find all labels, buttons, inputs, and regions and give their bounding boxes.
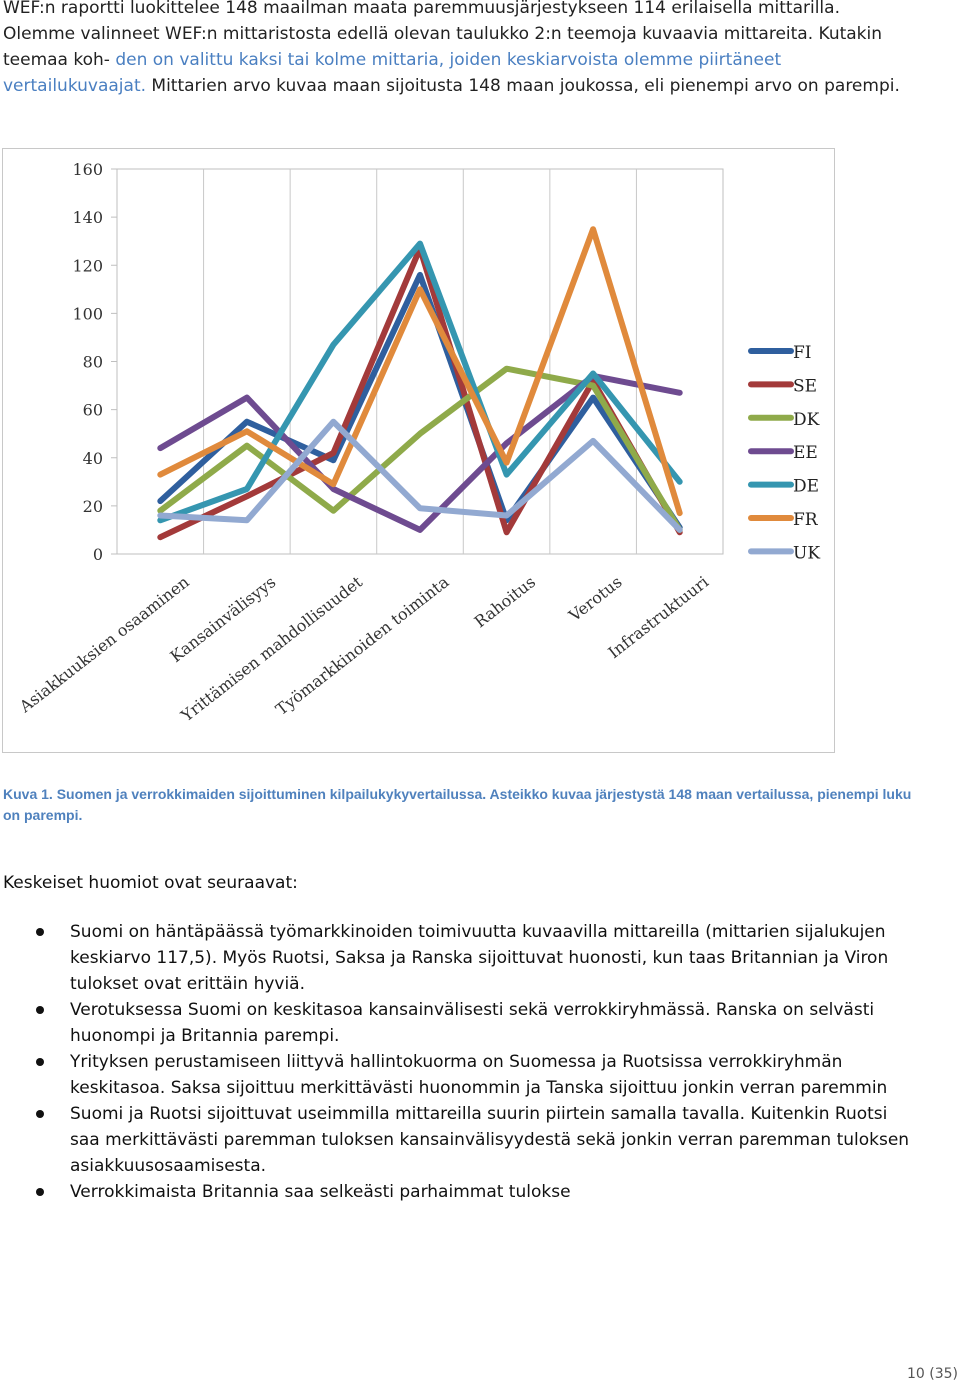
y-tick-label: 60	[83, 401, 103, 420]
list-item: Suomi on häntäpäässä työmarkkinoiden toi…	[0, 919, 915, 997]
x-tick-label: Yrittämisen mahdollisuudet	[177, 572, 367, 726]
x-tick-label: Rahoitus	[471, 572, 539, 631]
y-tick-label: 160	[72, 160, 103, 179]
bullet-icon	[36, 928, 44, 936]
list-item: Yrityksen perustamiseen liittyvä hallint…	[0, 1049, 915, 1101]
bullet-text: Verotuksessa Suomi on keskitasoa kansain…	[70, 1000, 875, 1046]
bullet-icon	[36, 1006, 44, 1014]
list-item: Verrokkimaista Britannia saa selkeästi p…	[0, 1179, 915, 1205]
intro-part-2: den on valittu kaksi tai kolme mittaria,…	[3, 50, 782, 96]
legend-label-uk: UK	[793, 543, 820, 563]
legend-label-ee: EE	[793, 443, 818, 463]
series-line-fr	[157, 226, 683, 517]
figure-caption: Kuva 1. Suomen ja verrokkimaiden sijoitt…	[3, 786, 912, 823]
list-item: Suomi ja Ruotsi sijoittuvat useimmilla m…	[0, 1101, 915, 1179]
y-tick-label: 140	[72, 208, 103, 227]
bullet-icon	[36, 1188, 44, 1196]
chart-frame: 0 20 40 60 80 100 120 140 160 Asiakkuuksien osaam…	[2, 148, 835, 753]
findings-list: Suomi on häntäpäässä työmarkkinoiden toi…	[0, 919, 915, 1205]
bullet-text: Verrokkimaista Britannia saa selkeästi p…	[70, 1182, 571, 1202]
findings-lead: Keskeiset huomiot ovat seuraavat:	[3, 873, 298, 893]
y-tick-label: 120	[72, 256, 103, 275]
legend-label-fr: FR	[793, 510, 819, 530]
series-line-de	[157, 240, 683, 524]
intro-part-3: Mittarien arvo kuvaa maan sijoitusta 148…	[146, 76, 900, 96]
page-number: 10 (35)	[906, 1366, 958, 1382]
bullet-text: Suomi on häntäpäässä työmarkkinoiden toi…	[70, 922, 889, 994]
bullet-icon	[36, 1110, 44, 1118]
y-tick-label: 100	[72, 304, 103, 323]
bullet-text: Yrityksen perustamiseen liittyvä hallint…	[70, 1052, 888, 1098]
intro-part-1: WEF:n raportti luokittelee 148 maailman …	[3, 0, 883, 70]
intro-paragraph: WEF:n raportti luokittelee 148 maailman …	[3, 0, 915, 99]
series-line-fi	[157, 271, 683, 531]
series-line-uk	[157, 418, 683, 533]
bullet-text: Suomi ja Ruotsi sijoittuvat useimmilla m…	[70, 1104, 910, 1176]
x-tick-label: Työmarkkinoiden toiminta	[272, 572, 453, 719]
legend-label-se: SE	[793, 376, 817, 396]
y-tick-label: 80	[83, 353, 103, 372]
y-tick-label: 40	[83, 449, 103, 468]
legend-label-fi: FI	[793, 343, 812, 363]
legend-label-de: DE	[793, 477, 819, 497]
series-line-dk	[157, 365, 683, 533]
y-tick-label: 20	[83, 497, 103, 516]
bullet-icon	[36, 1058, 44, 1066]
y-tick-label: 0	[93, 545, 103, 564]
list-item: Verotuksessa Suomi on keskitasoa kansain…	[0, 997, 915, 1049]
x-tick-label: Verotus	[564, 572, 625, 626]
x-tick-label: Asiakkuuksien osaaminen	[15, 572, 193, 717]
legend-label-dk: DK	[793, 410, 820, 430]
line-chart: 0 20 40 60 80 100 120 140 160 Asiakkuuksien osaam…	[15, 160, 820, 726]
